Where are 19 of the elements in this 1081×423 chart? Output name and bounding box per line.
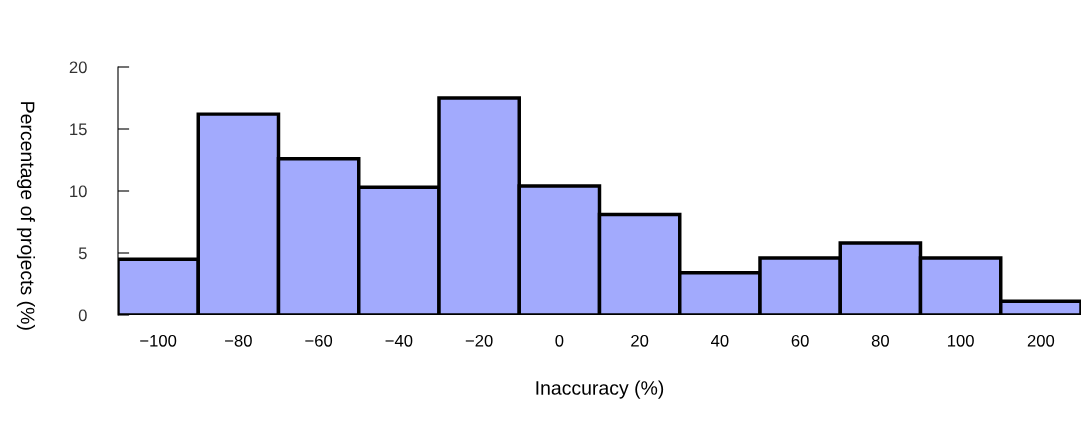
y-tick-label: 10 bbox=[70, 185, 87, 198]
y-axis-title: Percentage of projects (%) bbox=[16, 102, 36, 330]
y-tick-label: 5 bbox=[78, 247, 87, 260]
x-tick-label: 40 bbox=[710, 334, 729, 347]
x-tick-label: −100 bbox=[140, 334, 177, 347]
x-tick-label: −20 bbox=[465, 334, 493, 347]
x-tick-label: 0 bbox=[555, 334, 564, 347]
x-tick-label: 100 bbox=[947, 334, 974, 347]
x-tick-label: −60 bbox=[305, 334, 333, 347]
x-axis-title: Inaccuracy (%) bbox=[536, 380, 664, 399]
x-tick-label: 60 bbox=[791, 334, 809, 347]
y-tick-label: 15 bbox=[70, 123, 87, 136]
x-tick-label: 20 bbox=[631, 334, 649, 347]
x-tick-label: −40 bbox=[385, 334, 413, 347]
x-tick-label: −80 bbox=[225, 334, 252, 347]
x-tick-label: 200 bbox=[1027, 334, 1055, 347]
y-tick-label: 0 bbox=[78, 309, 87, 322]
y-tick-label: 20 bbox=[69, 61, 87, 74]
x-tick-label: 80 bbox=[871, 334, 889, 347]
